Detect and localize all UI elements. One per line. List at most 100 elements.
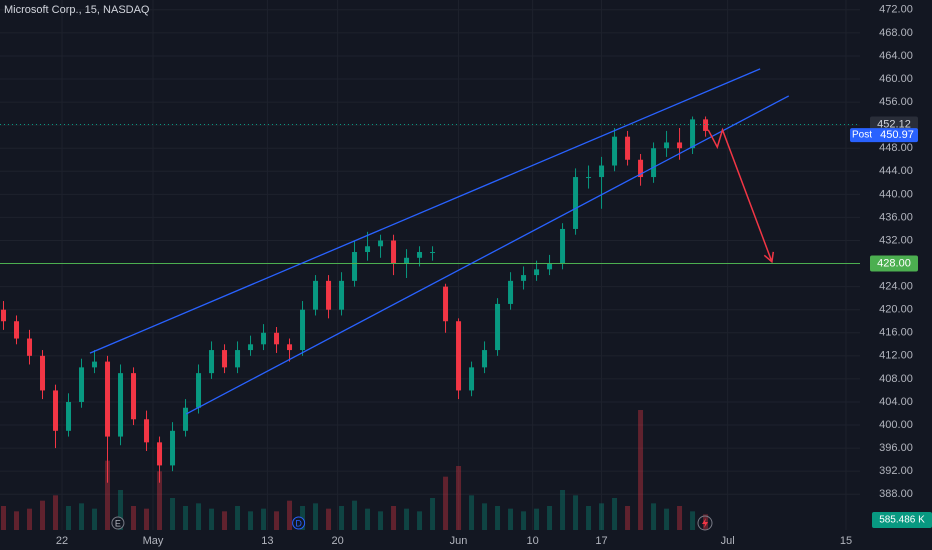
candle-body xyxy=(547,263,553,270)
volume-bar xyxy=(326,508,332,530)
candle-body xyxy=(235,350,241,368)
volume-bar xyxy=(443,476,449,530)
post-value: 450.97 xyxy=(880,129,914,141)
candle-body xyxy=(79,367,85,402)
candle-body xyxy=(326,280,332,310)
candle-body xyxy=(14,321,20,339)
volume-bar xyxy=(469,495,475,530)
candle-body xyxy=(599,165,605,178)
volume-bar xyxy=(222,511,228,530)
candle-body xyxy=(118,373,124,437)
volume-bar xyxy=(430,498,436,530)
volume-tag xyxy=(872,512,932,528)
volume-bar xyxy=(573,495,579,530)
y-tick-label: 424.00 xyxy=(879,281,913,293)
volume-bar xyxy=(196,503,202,530)
candle-body xyxy=(612,136,618,166)
event-icon[interactable] xyxy=(697,515,713,531)
volume-bar xyxy=(625,506,631,530)
x-tick-label: 22 xyxy=(56,535,68,547)
candle-body xyxy=(248,344,254,351)
x-tick-label: 13 xyxy=(261,535,273,547)
candle-body xyxy=(1,309,7,322)
candle-body xyxy=(404,257,410,264)
candle-body xyxy=(417,252,423,258)
level-label: 428.00 xyxy=(877,257,911,269)
volume-bar xyxy=(378,511,384,530)
candle-body xyxy=(703,119,709,131)
volume-bar xyxy=(547,506,553,530)
y-tick-label: 420.00 xyxy=(879,304,913,316)
volume-bar xyxy=(66,506,72,530)
candle-body xyxy=(53,390,59,431)
candle-body xyxy=(495,303,501,351)
y-tick-label: 416.00 xyxy=(879,327,913,339)
event-label: E xyxy=(115,518,121,528)
volume-bar xyxy=(105,460,111,530)
candle-body xyxy=(534,269,540,276)
y-tick-label: 444.00 xyxy=(879,165,913,177)
candle-body xyxy=(508,280,514,304)
candle-body xyxy=(430,252,436,254)
candle-body xyxy=(92,361,98,368)
volume-bar xyxy=(53,495,59,530)
volume-bar xyxy=(339,506,345,530)
trend-line xyxy=(185,95,790,415)
event-marker xyxy=(292,516,306,530)
volume-bar xyxy=(495,506,501,530)
y-tick-label: 436.00 xyxy=(879,211,913,223)
volume-bar xyxy=(365,508,371,530)
arrow xyxy=(707,127,773,263)
candle-body xyxy=(469,367,475,391)
candle-body xyxy=(300,309,306,351)
volume-bar xyxy=(27,508,33,530)
volume-bar xyxy=(131,506,137,530)
trend-line xyxy=(89,68,761,354)
x-tick-label: Jun xyxy=(450,535,468,547)
post-name: Post xyxy=(852,130,872,141)
y-tick-label: 448.00 xyxy=(879,142,913,154)
volume-bar xyxy=(274,511,280,530)
y-tick-label: 412.00 xyxy=(879,350,913,362)
candle-body xyxy=(677,142,683,149)
volume-bar xyxy=(482,503,488,530)
candle-body xyxy=(40,355,46,391)
volume-bar xyxy=(248,511,254,530)
volume-bar xyxy=(677,506,683,530)
x-tick-label: 20 xyxy=(332,535,344,547)
candle-body xyxy=(638,159,644,178)
y-tick-label: 404.00 xyxy=(879,396,913,408)
event-marker xyxy=(111,516,125,530)
volume-bar xyxy=(183,506,189,530)
volume-bar xyxy=(391,506,397,530)
volume-bar xyxy=(14,511,20,530)
volume-bar xyxy=(521,511,527,530)
candle-body xyxy=(131,373,137,420)
candle-body xyxy=(274,332,280,345)
event-circle xyxy=(697,515,713,531)
candle-body xyxy=(352,252,358,281)
arrow-head xyxy=(763,251,775,264)
candle-body xyxy=(456,321,462,391)
candle-body xyxy=(144,419,150,443)
volume-bar xyxy=(1,506,7,530)
volume-bar xyxy=(261,508,267,530)
chart-title: Microsoft Corp., 15, NASDAQ xyxy=(4,4,150,16)
candle-body xyxy=(651,148,657,178)
y-tick-label: 400.00 xyxy=(879,419,913,431)
x-tick-label: May xyxy=(143,535,164,547)
volume-bar xyxy=(664,508,670,530)
candle-body xyxy=(157,442,163,466)
volume-bar xyxy=(599,503,605,530)
volume-bar xyxy=(534,508,540,530)
volume-label: 585.486 K xyxy=(879,515,925,526)
candle-body xyxy=(560,228,566,264)
candle-body xyxy=(521,275,527,281)
candle-body xyxy=(170,430,176,466)
volume-bar xyxy=(690,511,696,530)
y-tick-label: 396.00 xyxy=(879,442,913,454)
candle-body xyxy=(573,177,579,229)
volume-bar xyxy=(651,503,657,530)
